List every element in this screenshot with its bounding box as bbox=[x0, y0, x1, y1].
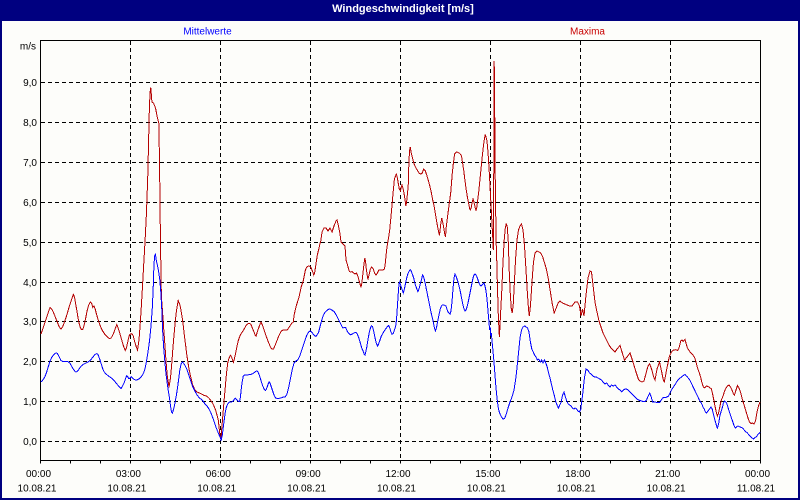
svg-text:3,0: 3,0 bbox=[23, 317, 37, 328]
svg-text:10.08.21: 10.08.21 bbox=[197, 484, 236, 495]
svg-text:10.08.21: 10.08.21 bbox=[647, 484, 686, 495]
svg-text:18:00: 18:00 bbox=[565, 469, 590, 480]
svg-text:Windgeschwindigkeit [m/s]: Windgeschwindigkeit [m/s] bbox=[332, 3, 474, 15]
svg-text:10.08.21: 10.08.21 bbox=[107, 484, 146, 495]
svg-text:03:00: 03:00 bbox=[116, 469, 141, 480]
svg-text:0,0: 0,0 bbox=[23, 437, 37, 448]
svg-text:12:00: 12:00 bbox=[385, 469, 410, 480]
svg-text:21:00: 21:00 bbox=[655, 469, 680, 480]
svg-text:m/s: m/s bbox=[20, 42, 36, 53]
svg-text:Maxima: Maxima bbox=[570, 27, 605, 38]
svg-text:00:00: 00:00 bbox=[26, 469, 51, 480]
svg-text:6,0: 6,0 bbox=[23, 198, 37, 209]
svg-text:15:00: 15:00 bbox=[475, 469, 500, 480]
svg-text:11.08.21: 11.08.21 bbox=[737, 484, 776, 495]
svg-text:10.08.21: 10.08.21 bbox=[377, 484, 416, 495]
svg-text:09:00: 09:00 bbox=[296, 469, 321, 480]
svg-text:1,0: 1,0 bbox=[23, 397, 37, 408]
svg-text:Mittelwerte: Mittelwerte bbox=[183, 27, 232, 38]
svg-text:00:00: 00:00 bbox=[745, 469, 770, 480]
svg-text:8,0: 8,0 bbox=[23, 118, 37, 129]
svg-text:2,0: 2,0 bbox=[23, 357, 37, 368]
svg-text:5,0: 5,0 bbox=[23, 238, 37, 249]
svg-text:10.08.21: 10.08.21 bbox=[18, 484, 57, 495]
svg-text:10.08.21: 10.08.21 bbox=[557, 484, 596, 495]
svg-text:9,0: 9,0 bbox=[23, 78, 37, 89]
svg-text:4,0: 4,0 bbox=[23, 278, 37, 289]
svg-text:06:00: 06:00 bbox=[206, 469, 231, 480]
svg-text:10.08.21: 10.08.21 bbox=[287, 484, 326, 495]
svg-text:10.08.21: 10.08.21 bbox=[467, 484, 506, 495]
svg-text:7,0: 7,0 bbox=[23, 158, 37, 169]
